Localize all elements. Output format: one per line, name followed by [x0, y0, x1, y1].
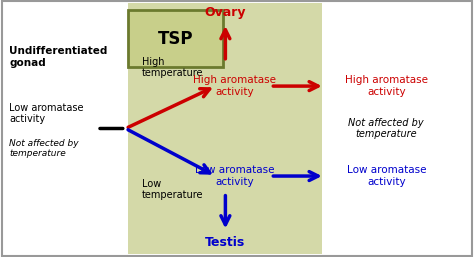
Text: Low aromatase
activity: Low aromatase activity	[346, 165, 426, 187]
Text: Not affected by
temperature: Not affected by temperature	[9, 139, 79, 158]
FancyBboxPatch shape	[128, 10, 223, 67]
FancyBboxPatch shape	[128, 3, 322, 254]
Text: Ovary: Ovary	[205, 6, 246, 19]
Text: Testis: Testis	[205, 236, 246, 249]
Text: TSP: TSP	[158, 30, 193, 48]
Text: High aromatase
activity: High aromatase activity	[345, 75, 428, 97]
Text: Undifferentiated
gonad: Undifferentiated gonad	[9, 46, 108, 68]
Text: High aromatase
activity: High aromatase activity	[193, 75, 276, 97]
Text: Low aromatase
activity: Low aromatase activity	[195, 165, 274, 187]
Text: High
temperature: High temperature	[142, 57, 204, 78]
Text: Low aromatase
activity: Low aromatase activity	[9, 103, 84, 124]
Text: Not affected by
temperature: Not affected by temperature	[348, 118, 424, 139]
Text: Low
temperature: Low temperature	[142, 179, 204, 200]
